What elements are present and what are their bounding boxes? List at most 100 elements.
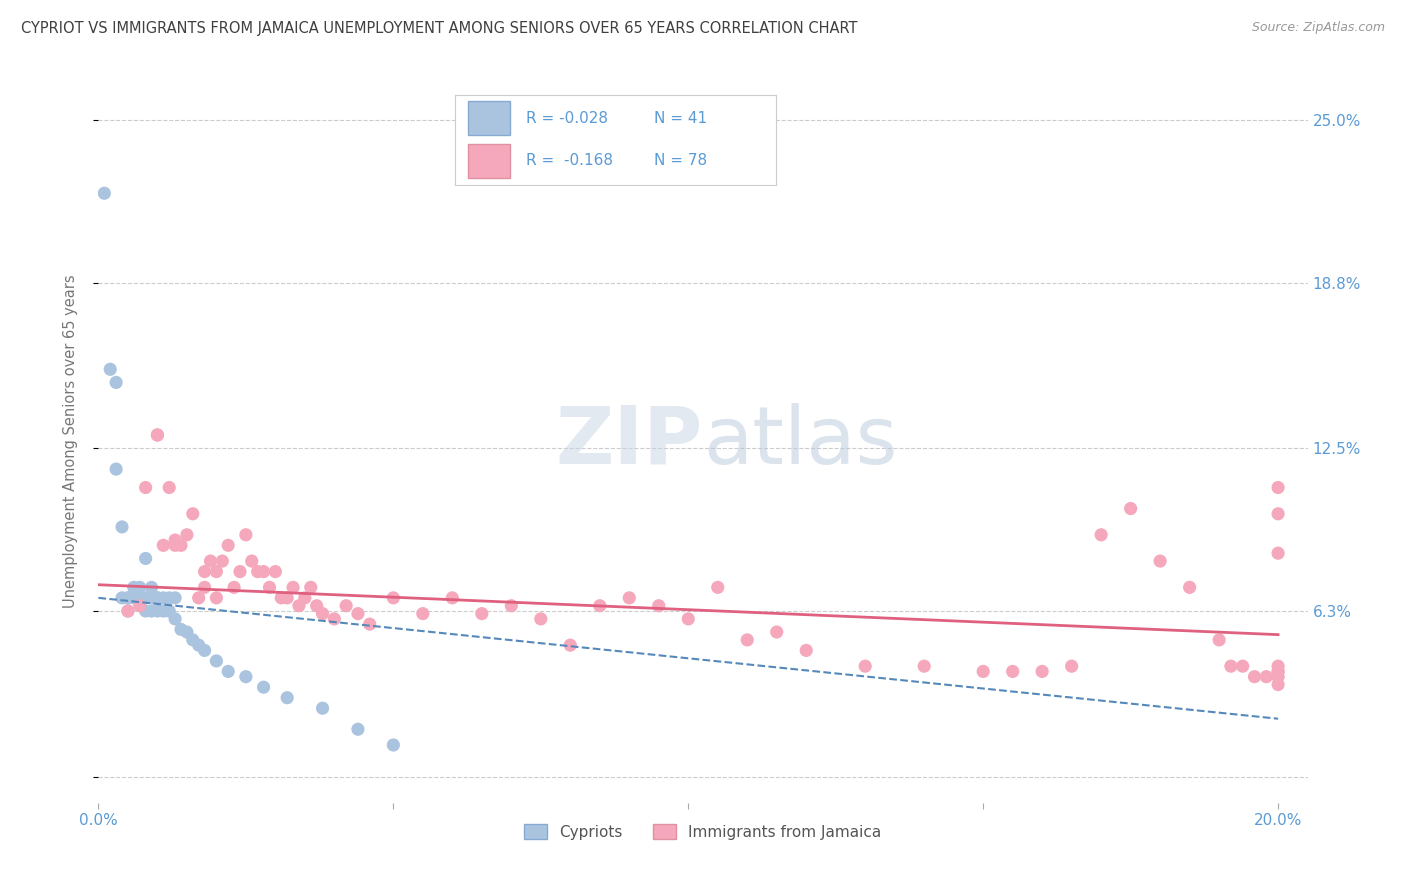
Point <box>117 591 139 605</box>
Point <box>299 580 322 594</box>
Point <box>211 554 233 568</box>
Point <box>412 607 434 621</box>
Point <box>165 612 187 626</box>
Point <box>294 591 316 605</box>
Point <box>530 612 553 626</box>
Point <box>152 591 174 605</box>
Point <box>1267 659 1289 673</box>
Point <box>972 665 994 679</box>
Point <box>141 580 163 594</box>
Point <box>98 362 121 376</box>
Point <box>706 580 728 594</box>
Point <box>205 654 228 668</box>
Point <box>311 701 333 715</box>
Text: atlas: atlas <box>703 402 897 481</box>
Point <box>170 538 193 552</box>
Text: Source: ZipAtlas.com: Source: ZipAtlas.com <box>1251 21 1385 34</box>
Point <box>165 538 187 552</box>
Point <box>1219 659 1241 673</box>
Point <box>382 591 405 605</box>
Point <box>217 538 239 552</box>
Point <box>347 607 370 621</box>
Point <box>176 625 198 640</box>
Point <box>117 604 139 618</box>
Point <box>288 599 311 613</box>
Y-axis label: Unemployment Among Seniors over 65 years: Unemployment Among Seniors over 65 years <box>63 275 77 608</box>
Point <box>135 481 157 495</box>
Point <box>117 591 139 605</box>
Point <box>501 599 523 613</box>
Point <box>441 591 464 605</box>
Point <box>678 612 700 626</box>
Point <box>187 591 209 605</box>
Point <box>176 528 198 542</box>
Point <box>270 591 292 605</box>
Point <box>311 607 333 621</box>
Point <box>1267 665 1289 679</box>
Point <box>128 580 150 594</box>
Point <box>181 632 204 647</box>
Point <box>152 538 174 552</box>
Point <box>165 533 187 547</box>
Point <box>181 507 204 521</box>
Point <box>735 632 758 647</box>
Point <box>281 580 304 594</box>
Point <box>1149 554 1171 568</box>
Point <box>235 670 257 684</box>
Point <box>205 565 228 579</box>
Point <box>170 623 193 637</box>
Point <box>1178 580 1201 594</box>
Text: CYPRIOT VS IMMIGRANTS FROM JAMAICA UNEMPLOYMENT AMONG SENIORS OVER 65 YEARS CORR: CYPRIOT VS IMMIGRANTS FROM JAMAICA UNEMP… <box>21 21 858 36</box>
Point <box>157 481 180 495</box>
Point <box>335 599 357 613</box>
Point <box>146 428 169 442</box>
Point <box>853 659 876 673</box>
Point <box>200 554 222 568</box>
Point <box>141 604 163 618</box>
Point <box>323 612 346 626</box>
Point <box>240 554 263 568</box>
Point <box>252 565 274 579</box>
Point <box>359 617 381 632</box>
Point <box>235 528 257 542</box>
Point <box>205 591 228 605</box>
Point <box>152 604 174 618</box>
Point <box>122 580 145 594</box>
Point <box>187 638 209 652</box>
Point <box>157 604 180 618</box>
Point <box>194 643 217 657</box>
Point <box>1256 670 1278 684</box>
Point <box>146 604 169 618</box>
Point <box>1267 665 1289 679</box>
Point <box>619 591 641 605</box>
Text: ZIP: ZIP <box>555 402 703 481</box>
Point <box>105 376 128 390</box>
Point <box>1267 546 1289 560</box>
Point <box>135 591 157 605</box>
Point <box>1119 501 1142 516</box>
Point <box>1243 670 1265 684</box>
Point <box>146 591 169 605</box>
Point <box>111 591 134 605</box>
Point <box>141 591 163 605</box>
Point <box>135 604 157 618</box>
Point <box>165 591 187 605</box>
Point <box>122 591 145 605</box>
Point <box>305 599 328 613</box>
Point <box>1267 507 1289 521</box>
Point <box>157 591 180 605</box>
Point <box>217 665 239 679</box>
Point <box>276 591 298 605</box>
Point <box>794 643 817 657</box>
Point <box>135 551 157 566</box>
Point <box>382 738 405 752</box>
Point <box>117 604 139 618</box>
Point <box>128 599 150 613</box>
Point <box>648 599 671 613</box>
Point <box>347 723 370 737</box>
Point <box>264 565 287 579</box>
Point <box>589 599 612 613</box>
Point <box>1060 659 1083 673</box>
Point <box>765 625 787 640</box>
Point <box>1232 659 1254 673</box>
